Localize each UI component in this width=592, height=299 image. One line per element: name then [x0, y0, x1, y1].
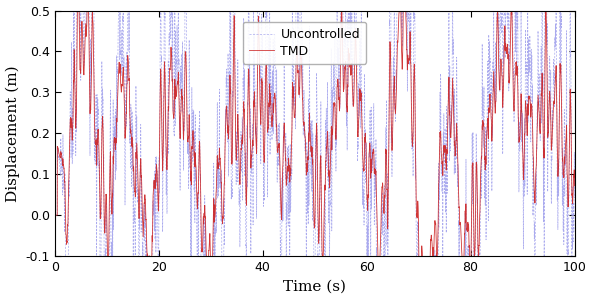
TMD — [520, 169, 527, 173]
Uncontrolled — [153, 165, 160, 168]
TMD — [302, 148, 309, 151]
TMD — [537, 117, 544, 120]
TMD — [153, 164, 160, 167]
Line: Uncontrolled: Uncontrolled — [54, 0, 574, 299]
Legend: Uncontrolled, TMD: Uncontrolled, TMD — [243, 22, 366, 64]
X-axis label: Time (s): Time (s) — [283, 280, 346, 293]
Line: TMD: TMD — [54, 0, 574, 299]
Uncontrolled — [533, 117, 540, 120]
TMD — [571, 184, 578, 187]
Uncontrolled — [520, 190, 527, 194]
TMD — [411, 62, 418, 66]
TMD — [533, 128, 540, 131]
Y-axis label: Displacement (m): Displacement (m) — [5, 65, 20, 202]
TMD — [51, 213, 58, 217]
Uncontrolled — [571, 196, 578, 200]
Uncontrolled — [51, 213, 58, 217]
Uncontrolled — [302, 165, 309, 169]
Uncontrolled — [537, 91, 544, 95]
